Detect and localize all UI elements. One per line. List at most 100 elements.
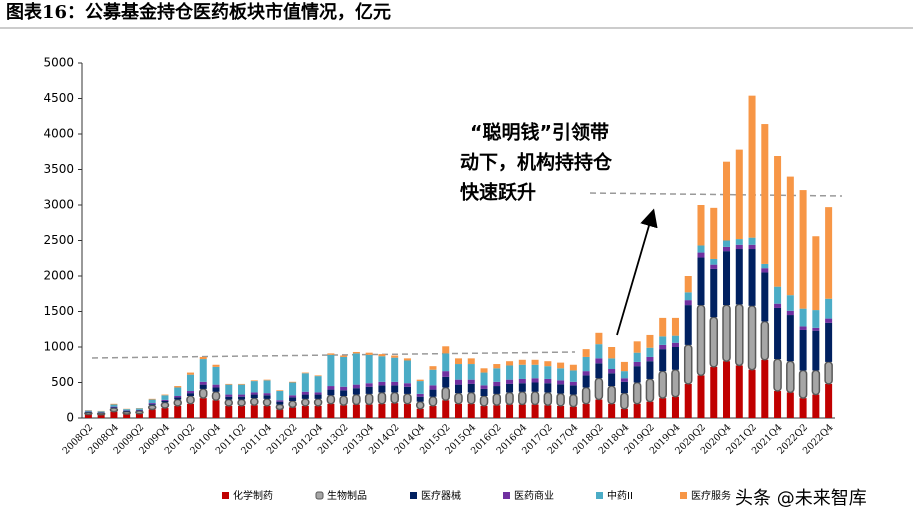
bar-segment — [186, 391, 194, 394]
bar-segment — [365, 386, 373, 394]
bar-segment — [684, 292, 692, 301]
bar-segment — [250, 380, 258, 382]
bar-segment — [786, 315, 794, 362]
bar-segment — [301, 372, 309, 374]
bar-segment — [416, 408, 424, 418]
bar-segment — [364, 393, 374, 406]
bar-segment — [633, 341, 641, 353]
bar-segment — [225, 394, 233, 397]
bar-segment — [544, 366, 552, 379]
watermark: 头条 @未来智库 — [735, 488, 867, 509]
bar-segment — [186, 393, 194, 396]
chart-title: 图表16：公募基金持仓医药板块市值情况，亿元 — [6, 1, 391, 23]
bar-segment — [722, 304, 731, 362]
bar-segment — [442, 371, 450, 377]
bar-segment — [416, 379, 424, 382]
bar-segment — [761, 124, 769, 264]
bar-segment — [697, 375, 705, 418]
bar-segment — [774, 303, 782, 308]
bar-segment — [748, 369, 756, 418]
bar-segment — [403, 393, 412, 405]
bar-segment — [314, 405, 322, 418]
y-tick-label: 3500 — [43, 162, 74, 176]
bar-segment — [416, 396, 424, 402]
legend-label: 中药II — [607, 489, 633, 502]
bar-segment — [314, 392, 322, 395]
bar-segment — [391, 385, 399, 393]
bar-segment — [543, 391, 553, 406]
bar-segment — [773, 358, 782, 392]
bar-segment — [391, 355, 399, 358]
legend-label: 医药商业 — [514, 489, 554, 502]
bar-segment — [429, 389, 437, 397]
bar-segment — [378, 403, 386, 418]
bar-segment — [761, 268, 769, 273]
bar-segment — [506, 361, 514, 366]
bar-segment — [390, 391, 399, 404]
bar-segment — [582, 356, 590, 372]
y-tick-label: 2000 — [43, 269, 74, 283]
bar-segment — [812, 327, 820, 331]
bar-segment — [327, 354, 335, 387]
bar-segment — [595, 363, 603, 379]
bar-segment — [710, 207, 718, 259]
bar-segment — [263, 393, 271, 396]
bar-segment — [646, 401, 654, 418]
bar-segment — [646, 334, 654, 348]
bar-segment — [454, 379, 463, 385]
bar-segment — [697, 257, 705, 306]
bar-segment — [212, 400, 220, 418]
bar-segment — [595, 399, 603, 418]
annotation: 快速跃升 — [460, 181, 536, 204]
bar-segment — [812, 394, 820, 418]
bar-segment — [799, 398, 807, 418]
bar-segment — [199, 384, 207, 389]
bar-segment — [608, 369, 616, 374]
bar-segment — [493, 381, 501, 387]
bar-segment — [84, 414, 92, 418]
bar-segment — [786, 360, 795, 394]
bar-segment — [301, 394, 309, 399]
bar-segment — [429, 405, 437, 418]
bar-segment — [518, 364, 526, 379]
bar-segment — [518, 390, 527, 406]
bar-segment — [84, 411, 93, 416]
bar-segment — [263, 395, 271, 399]
bar-segment — [633, 361, 641, 367]
bar-segment — [199, 359, 207, 382]
legend-swatch — [503, 492, 510, 499]
bar-segment — [747, 305, 757, 371]
bar-segment — [263, 379, 271, 381]
bar-segment — [289, 395, 297, 398]
bar-segment — [403, 403, 411, 418]
bar-segment — [276, 400, 284, 402]
bar-segment — [825, 383, 833, 418]
bar-segment — [569, 370, 577, 382]
bar-segment — [250, 405, 258, 418]
bar-segment — [761, 359, 769, 418]
bar-segment — [352, 384, 360, 389]
bar-segment — [659, 336, 667, 345]
bar-segment — [416, 381, 424, 394]
bar-segment — [327, 403, 335, 418]
bar-segment — [671, 347, 679, 370]
bar-segment — [798, 369, 808, 399]
y-tick-label: 1000 — [43, 340, 74, 354]
bar-segment — [557, 384, 565, 394]
bar-segment — [493, 386, 501, 394]
bar-segment — [212, 366, 220, 385]
annotation: “聪明钱”引领带 — [470, 121, 609, 144]
bar-segment — [556, 392, 565, 407]
bar-segment — [301, 391, 309, 395]
bar-segment — [174, 405, 182, 418]
bar-segment — [710, 268, 718, 318]
bar-segment — [761, 263, 769, 269]
bar-segment — [160, 401, 170, 409]
bar-segment — [326, 394, 336, 405]
bar-segment — [198, 388, 208, 399]
bar-segment — [786, 392, 794, 418]
bar-segment — [276, 390, 284, 392]
bar-segment — [238, 396, 246, 400]
bar-segment — [735, 149, 743, 240]
